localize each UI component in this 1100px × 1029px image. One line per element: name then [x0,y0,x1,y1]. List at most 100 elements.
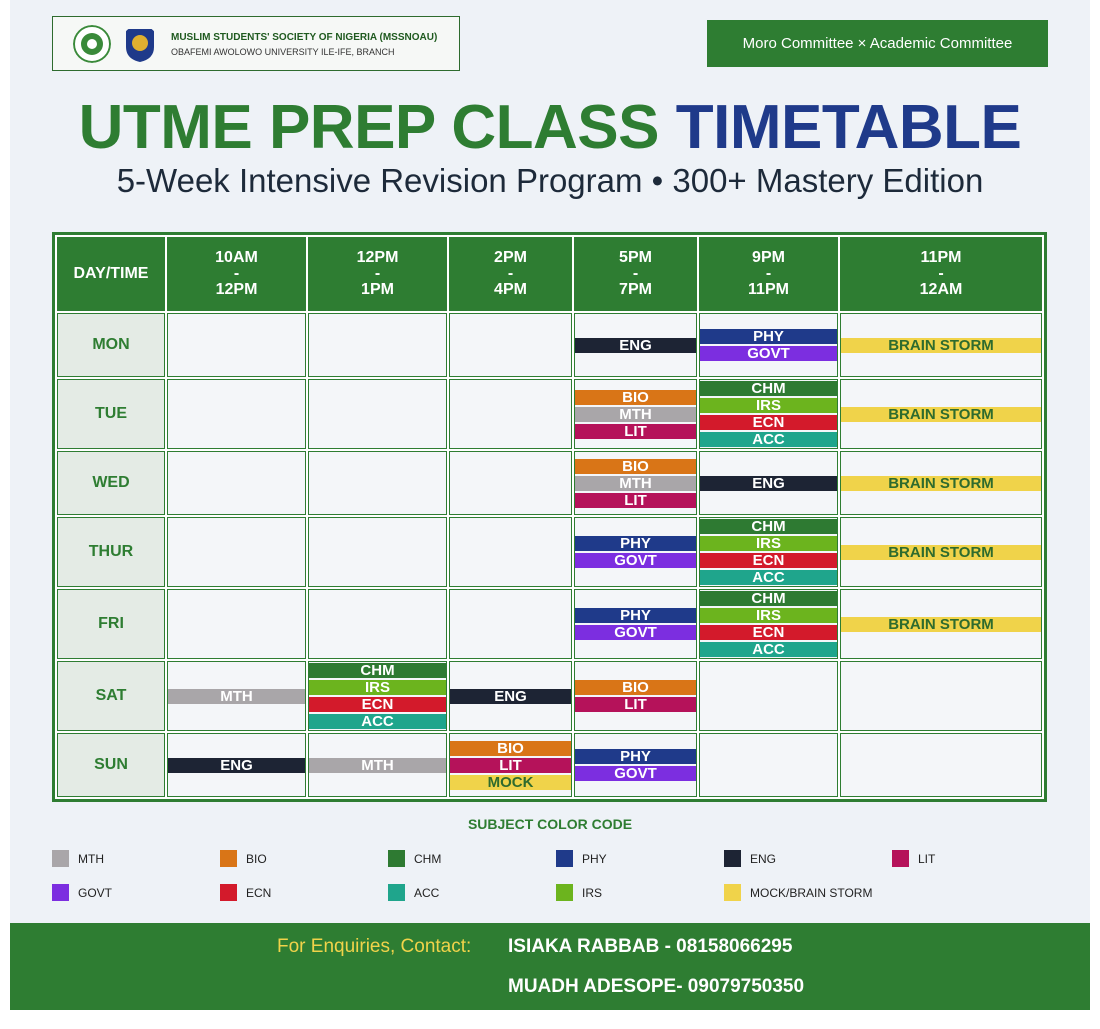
slot-stack: BIO MTH LIT [575,380,696,448]
slot-stack [841,734,1041,796]
table-row: FRI PHY GOVT CHM IRS ECN ACC BRAIN STORM [57,589,1042,659]
legend-item: IRS [556,884,602,901]
legend-swatch [52,850,69,867]
slot-cell: PHY GOVT [574,589,697,659]
slot-stack: CHM IRS ECN ACC [700,518,837,586]
slot-stack [450,314,571,376]
header-row: DAY/TIME 10AM - 12PM 12PM - 1PM 2PM - 4PM 5P… [57,237,1042,311]
day-cell: SAT [57,661,165,731]
subject-bar: ENG [168,757,305,773]
subject-bar: GOVT [575,625,696,640]
slot-cell: BIO MTH LIT [574,379,697,449]
subject-bar: BIO [575,389,696,405]
slot-cell [840,733,1042,797]
slot-stack: CHM IRS ECN ACC [700,590,837,658]
slot-cell [308,517,447,587]
subject-bar: ENG [575,337,696,353]
slot-stack: PHY GOVT [575,734,696,796]
slot-cell: BIO LIT [574,661,697,731]
legend-label: ECN [246,885,272,900]
slot-cell [699,661,838,731]
subject-bar: ACC [700,570,837,585]
subject-bar: LIT [450,757,571,773]
subject-bar: ACC [309,714,446,729]
column-header: 2PM - 4PM [449,237,572,311]
subject-bar: PHY [700,329,837,344]
legend-item: ACC [388,884,439,901]
legend-swatch [388,850,405,867]
subject-bar: ACC [700,642,837,657]
slot-cell [449,517,572,587]
slot-cell: ENG [574,313,697,377]
legend-label: PHY [582,851,607,866]
legend-swatch [724,850,741,867]
footer: For Enquiries, Contact: ISIAKA RABBAB - … [10,923,1090,1010]
slot-stack: MTH [309,734,446,796]
slot-stack: BIO MTH LIT [575,452,696,514]
legend-item: MTH [52,850,104,867]
subject-bar: ECN [309,697,446,712]
slot-cell: ENG [167,733,306,797]
legend-item: CHM [388,850,441,867]
legend-swatch [724,884,741,901]
footer-prompt: For Enquiries, Contact: [277,936,472,957]
subject-bar: ENG [700,475,837,491]
slot-cell [699,733,838,797]
slot-cell: BIO LIT MOCK [449,733,572,797]
slot-cell [308,589,447,659]
title: UTME PREP CLASS TIMETABLE [0,92,1100,163]
slot-cell: ENG [449,661,572,731]
slot-stack [700,662,837,730]
column-header: 12PM - 1PM [308,237,447,311]
slot-stack: CHM IRS ECN ACC [309,662,446,730]
slot-stack: BRAIN STORM [841,590,1041,658]
column-header: 5PM - 7PM [574,237,697,311]
legend-item: LIT [892,850,935,867]
subject-bar: ENG [450,688,571,704]
subject-bar: MTH [575,475,696,491]
slot-stack: BIO LIT [575,662,696,730]
subject-bar: CHM [700,381,837,396]
subject-bar: BIO [575,680,696,695]
title-part: TIMETABLE [675,93,1022,162]
subject-bar: LIT [575,492,696,508]
slot-cell [308,451,447,515]
subject-bar: BRAIN STORM [841,406,1041,422]
legend-item: MOCK/BRAIN STORM [724,884,872,901]
slot-stack [450,590,571,658]
committee-badge: Moro Committee × Academic Committee [707,20,1048,67]
table-row: MON ENG PHY GOVT BRAIN STORM [57,313,1042,377]
subject-bar: MTH [575,406,696,422]
logo [73,25,111,63]
table-body: MON ENG PHY GOVT BRAIN STORM TUE BIO MTH LIT CHM I… [57,313,1042,797]
subject-bar: ECN [700,625,837,640]
subject-bar: ACC [700,432,837,447]
legend-swatch [220,850,237,867]
org-name: MUSLIM STUDENTS' SOCIETY OF NIGERIA (MSS… [171,32,438,43]
legend-swatch [892,850,909,867]
slot-cell [167,517,306,587]
header-box: MUSLIM STUDENTS' SOCIETY OF NIGERIA (MSS… [52,16,460,71]
day-cell: THUR [57,517,165,587]
subject-bar: GOVT [700,346,837,361]
slot-cell: BIO MTH LIT [574,451,697,515]
slot-cell: CHM IRS ECN ACC [699,379,838,449]
legend-label: ENG [750,851,777,866]
legend-label: MOCK/BRAIN STORM [750,885,873,900]
slot-cell [308,313,447,377]
subject-bar: PHY [575,536,696,551]
subject-bar: PHY [575,608,696,623]
legend-label: LIT [918,851,936,866]
slot-stack [309,380,446,448]
legend-item: ECN [220,884,271,901]
legend-item: GOVT [52,884,112,901]
slot-cell: BRAIN STORM [840,589,1042,659]
slot-stack [168,590,305,658]
slot-stack [450,518,571,586]
slot-stack [309,452,446,514]
table-row: WED BIO MTH LIT ENG BRAIN STORM [57,451,1042,515]
slot-cell [167,313,306,377]
subject-bar: CHM [309,663,446,678]
legend-label: MTH [78,851,104,866]
subject-bar: IRS [309,680,446,695]
